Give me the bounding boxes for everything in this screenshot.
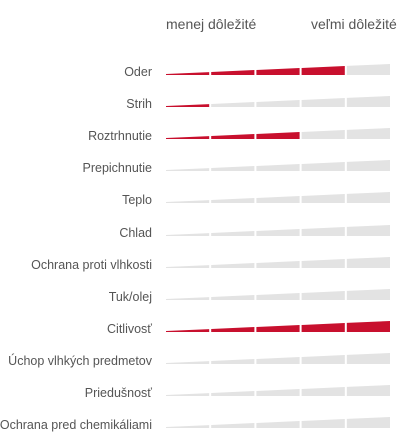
gauge-segment-inactive [256, 164, 300, 172]
property-row: Ochrana pred chemikáliami [0, 411, 420, 443]
gauge-segment-active [346, 320, 390, 332]
gauge-segment-inactive [256, 260, 300, 268]
importance-gauge [166, 96, 390, 108]
gauge-segment-inactive [301, 226, 345, 236]
property-label: Citlivosť [107, 321, 152, 336]
gauge-segment-active [166, 104, 210, 108]
importance-gauge [166, 160, 390, 172]
property-label: Ochrana pred chemikáliami [0, 418, 152, 433]
gauge-segment-inactive [301, 387, 345, 396]
property-row: Prepichnutie [0, 154, 420, 186]
gauge-segment-active [211, 326, 255, 332]
gauge-segment-inactive [346, 192, 390, 204]
gauge-segment-inactive [166, 296, 210, 300]
importance-gauge [166, 352, 390, 364]
property-label: Teplo [122, 193, 152, 208]
scale-low-label: menej dôležité [166, 16, 257, 32]
gauge-segment-inactive [256, 228, 300, 236]
gauge-segment-inactive [346, 256, 390, 268]
property-row: Roztrhnutie [0, 122, 420, 154]
gauge-segment-inactive [346, 64, 390, 75]
gauge-segment-inactive [346, 96, 390, 108]
property-label: Priedušnosť [84, 386, 152, 400]
gauge-segment-active [256, 324, 300, 332]
gauge-segment-inactive [346, 224, 390, 236]
gauge-segment-inactive [166, 360, 210, 364]
gauge-segment-inactive [346, 288, 390, 300]
gauge-segment-active [166, 72, 210, 75]
importance-gauge [166, 224, 390, 236]
gauge-segment-active [166, 136, 210, 140]
importance-gauge [166, 192, 390, 204]
gauge-segment-inactive [256, 100, 300, 108]
gauge-segment-inactive [301, 130, 345, 140]
gauge-segment-inactive [211, 423, 255, 429]
gauge-segment-inactive [166, 200, 210, 204]
gauge-segment-inactive [211, 294, 255, 300]
gauge-segment-inactive [211, 102, 255, 108]
gauge-segment-inactive [256, 389, 300, 396]
gauge-segment-inactive [346, 385, 390, 396]
property-row: Úchop vlhkých predmetov [0, 347, 420, 379]
importance-gauge [166, 256, 390, 268]
gauge-segment-inactive [211, 262, 255, 268]
gauge-segment-inactive [301, 98, 345, 108]
importance-gauge [166, 385, 390, 396]
property-row: Ochrana proti vlhkosti [0, 251, 420, 283]
importance-gauge [166, 288, 390, 300]
importance-gauge [166, 417, 390, 429]
gauge-segment-active [301, 66, 345, 75]
gauge-segment-inactive [166, 168, 210, 172]
property-row: Teplo [0, 186, 420, 218]
gauge-segment-active [211, 70, 255, 75]
gauge-segment-inactive [301, 419, 345, 429]
gauge-segment-inactive [346, 417, 390, 429]
gauge-segment-inactive [166, 393, 210, 396]
gauge-segment-active [256, 132, 300, 140]
gauge-segment-inactive [166, 264, 210, 268]
gauge-segment-inactive [301, 258, 345, 268]
gauge-segment-inactive [301, 162, 345, 172]
gauge-segment-inactive [166, 425, 210, 429]
property-row: Tuk/olej [0, 283, 420, 315]
gauge-segment-active [166, 328, 210, 332]
importance-gauge [166, 320, 390, 332]
gauge-segment-inactive [211, 198, 255, 204]
property-label: Ochrana proti vlhkosti [31, 257, 152, 272]
gauge-segment-inactive [211, 166, 255, 172]
gauge-segment-inactive [211, 230, 255, 236]
property-row: Strih [0, 90, 420, 122]
gauge-segment-inactive [301, 194, 345, 204]
importance-gauge [166, 128, 390, 140]
property-row: Oder [0, 58, 420, 90]
gauge-segment-inactive [301, 354, 345, 364]
gauge-segment-active [256, 68, 300, 75]
gauge-segment-inactive [256, 292, 300, 300]
gauge-segment-inactive [256, 421, 300, 429]
property-row: Priedušnosť [0, 379, 420, 411]
gauge-segment-inactive [301, 290, 345, 300]
gauge-segment-inactive [166, 232, 210, 236]
gauge-segment-inactive [346, 352, 390, 364]
property-label: Úchop vlhkých predmetov [8, 353, 152, 368]
gauge-segment-inactive [256, 196, 300, 204]
property-row: Chlad [0, 219, 420, 251]
importance-gauge [166, 64, 390, 75]
property-label: Strih [126, 97, 152, 112]
gauge-segment-inactive [256, 356, 300, 364]
property-label: Roztrhnutie [88, 129, 152, 144]
gauge-segment-active [211, 134, 255, 140]
gauge-segment-inactive [211, 358, 255, 364]
property-row: Citlivosť [0, 315, 420, 347]
property-label: Tuk/olej [108, 289, 152, 304]
property-label: Chlad [119, 225, 152, 240]
gauge-segment-inactive [346, 160, 390, 172]
property-label: Prepichnutie [82, 161, 153, 176]
scale-high-label: veľmi dôležité [311, 16, 397, 32]
gauge-segment-inactive [346, 128, 390, 140]
property-label: Oder [124, 65, 152, 79]
gauge-segment-inactive [211, 391, 255, 396]
gauge-segment-active [301, 322, 345, 332]
